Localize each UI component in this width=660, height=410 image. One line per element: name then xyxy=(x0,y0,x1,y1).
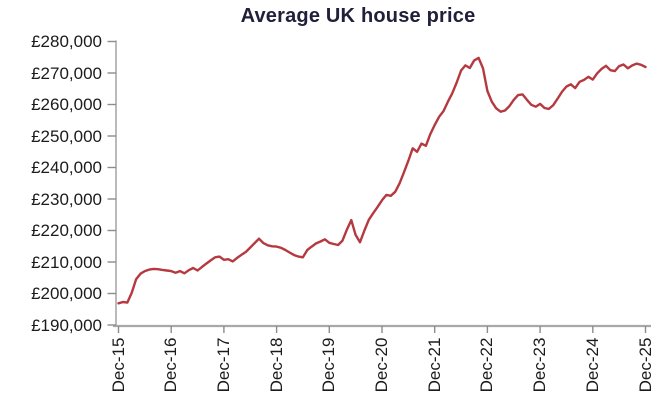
x-tick-label: Dec-16 xyxy=(161,337,181,393)
x-tick-label: Dec-21 xyxy=(424,337,444,393)
x-tick-label: Dec-19 xyxy=(319,337,339,393)
y-tick-label: £230,000 xyxy=(31,189,102,209)
x-tick-label: Dec-24 xyxy=(582,337,602,393)
x-tick-label: Dec-23 xyxy=(530,337,550,393)
y-tick-label: £200,000 xyxy=(31,284,102,303)
x-tick-label: Dec-22 xyxy=(477,337,497,393)
y-tick-label: £210,000 xyxy=(31,252,102,272)
y-tick-label: £220,000 xyxy=(31,221,102,240)
x-tick-label: Dec-25 xyxy=(635,337,655,393)
y-tick-label: £250,000 xyxy=(31,126,102,146)
y-tick-label: £240,000 xyxy=(31,158,102,177)
x-tick-label: Dec-15 xyxy=(108,337,128,393)
y-tick-label: £270,000 xyxy=(31,63,102,83)
y-tick-label: £280,000 xyxy=(31,32,102,51)
y-tick-label: £190,000 xyxy=(31,315,102,335)
x-tick-label: Dec-18 xyxy=(266,337,286,393)
chart-title: Average UK house price xyxy=(240,5,476,27)
x-tick-label: Dec-20 xyxy=(372,337,391,393)
y-tick-label: £260,000 xyxy=(31,95,102,114)
x-tick-label: Dec-17 xyxy=(213,337,233,393)
house-price-series-line xyxy=(117,56,647,305)
